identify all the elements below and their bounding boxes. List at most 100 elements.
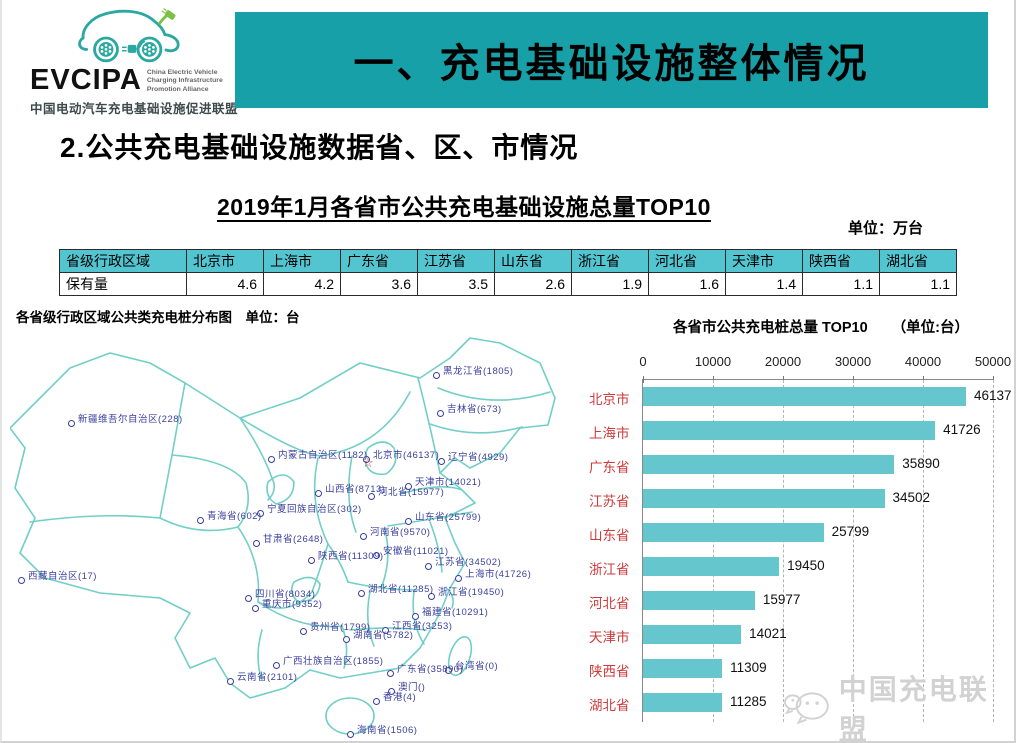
axis-tick-mark (783, 376, 784, 383)
logo-en-line3: Promotion Alliance (146, 85, 209, 93)
map-label: 上海市(41726) (465, 569, 532, 580)
bar (643, 659, 723, 678)
logo-en-name: China Electric Vehicle Charging Infrastr… (147, 66, 223, 94)
axis-tick-label: 0 (639, 354, 647, 369)
logo-cn-name: 中国电动汽车充电基础设施促进联盟 (30, 102, 239, 116)
bar-category-label: 河北省 (589, 596, 630, 611)
map-point-marker (18, 577, 25, 584)
evcipa-logo: EVCIPA China Electric Vehicle Charging I… (30, 6, 239, 117)
map-label: 安徽省(11021) (383, 546, 449, 557)
bar (643, 455, 895, 474)
stat-table-value-cell: 4.2 (263, 272, 341, 296)
gridline (713, 380, 714, 722)
gridline (993, 380, 994, 722)
map-point-marker (300, 628, 307, 635)
map-label: 湖北省(11285) (368, 584, 434, 595)
wechat-icon (784, 692, 829, 725)
map-point-marker (257, 510, 264, 517)
axis-tick-mark (993, 376, 994, 383)
bar-value-label: 11285 (729, 694, 767, 709)
bar (643, 523, 824, 542)
stat-table-header-cell: 湖北省 (879, 249, 957, 273)
chart-title: 各省市公共充电桩总量 TOP10 (672, 320, 868, 336)
map-label: 贵州省(1799) (310, 622, 371, 633)
bar-value-label: 46137 (973, 388, 1012, 403)
bar-value-label: 35890 (902, 456, 940, 471)
map-label: 广东省(35890) (397, 664, 464, 675)
stat-table: 省级行政区域 北京市 上海市 广东省 江苏省 山东省 浙江省 河北省 天津市 陕西省 湖北省 保有量… (59, 249, 957, 296)
chart-plot: 0 10000 20000 30000 40000 50000 北京市 46137 上海市 417… (589, 354, 1012, 722)
banner-title: 一、充电基础设施整体情况 (353, 41, 870, 86)
map-label-layer: 新疆维吾尔自治区(228) 黑龙江省(1805) 吉林省(673) 内蒙古自治区(11… (10, 330, 588, 740)
stat-table-header-cell: 浙江省 (571, 249, 649, 273)
axis-tick-label: 30000 (834, 354, 872, 369)
logo-abbr: EVCIPA (30, 64, 142, 96)
map-point-marker (363, 456, 370, 463)
stat-table-value-cell: 1.1 (802, 272, 880, 296)
map-label: 重庆市(9352) (262, 599, 323, 610)
map-point-marker (425, 563, 432, 570)
bar (643, 387, 966, 406)
map-point-marker (368, 493, 375, 500)
map-label: 江苏省(34502) (435, 557, 502, 568)
bar-category-label: 浙江省 (589, 562, 630, 577)
map-point-marker (445, 667, 452, 674)
map-label: 内蒙古自治区(1182) (278, 450, 368, 461)
map-point-marker (455, 575, 462, 582)
bar-category-label: 天津市 (589, 630, 630, 645)
watermark-text: 中国充电联盟 (838, 674, 989, 743)
map-label: 甘肃省(2648) (263, 534, 324, 545)
map-point-marker (197, 517, 204, 524)
map-label: 四川省(8034) (255, 589, 316, 600)
map-label: 辽宁省(4929) (448, 452, 509, 463)
beijing-star-marker: ☆ (362, 455, 374, 470)
map-label: 北京市(46137) (373, 450, 440, 461)
chart-unit-note: （单位:台） (891, 320, 970, 336)
bar-category-label: 北京市 (589, 392, 630, 407)
stat-table-value-cell: 2.6 (494, 272, 572, 296)
axis-tick-mark (853, 376, 854, 383)
map-point-marker (245, 595, 252, 602)
axis-tick-label: 50000 (974, 354, 1012, 369)
axis-tick-label: 40000 (904, 354, 942, 369)
map-label: 新疆维吾尔自治区(228) (78, 414, 183, 425)
map-point-marker (405, 483, 412, 490)
map-label: 海南省(1506) (357, 725, 418, 736)
stat-table-header-cell: 山东省 (494, 249, 572, 273)
map-label: 黑龙江省(1805) (443, 366, 514, 377)
map-point-marker (412, 613, 419, 620)
chart-title-row: 各省市公共充电桩总量 TOP10 （单位:台） (588, 316, 1014, 337)
bar-category-label: 湖北省 (589, 698, 630, 713)
bar-category-label: 广东省 (589, 460, 630, 475)
stat-table-header-cell: 陕西省 (802, 249, 880, 273)
bar (643, 693, 722, 712)
map-label: 吉林省(673) (447, 404, 502, 415)
stat-table-value-cell: 1.1 (879, 272, 957, 296)
stat-table-header-cell: 省级行政区域 (59, 249, 187, 273)
map-point-marker (68, 420, 75, 427)
map-label: 西藏自治区(17) (28, 571, 97, 582)
china-map: 新疆维吾尔自治区(228) 黑龙江省(1805) 吉林省(673) 内蒙古自治区(11… (10, 330, 588, 740)
map-point-marker (343, 636, 350, 643)
gridline (923, 380, 924, 722)
map-label: 河北省(15977) (378, 487, 445, 498)
bar-category-label: 山东省 (589, 528, 630, 543)
axis-tick-mark (643, 376, 644, 383)
map-label: 福建省(10291) (422, 607, 489, 618)
map-label: 河南省(9570) (370, 527, 431, 538)
section-heading: 2.公共充电基础设施数据省、区、市情况 (60, 132, 579, 163)
map-point-marker (347, 731, 354, 738)
bar-value-label: 19450 (787, 558, 825, 573)
logo-en-line2: Charging Infrastructure (146, 77, 223, 85)
map-point-marker (388, 688, 395, 695)
map-point-marker (405, 518, 412, 525)
stat-table-value-cell: 3.5 (417, 272, 495, 296)
bar-value-label: 15977 (762, 592, 801, 607)
map-label: 云南省(2101) (237, 672, 298, 683)
map-point-marker (252, 605, 259, 612)
bar (643, 489, 885, 508)
bar-value-label: 14021 (749, 626, 787, 641)
banner: 一、充电基础设施整体情况 (235, 12, 988, 108)
map-point-marker (437, 410, 444, 417)
